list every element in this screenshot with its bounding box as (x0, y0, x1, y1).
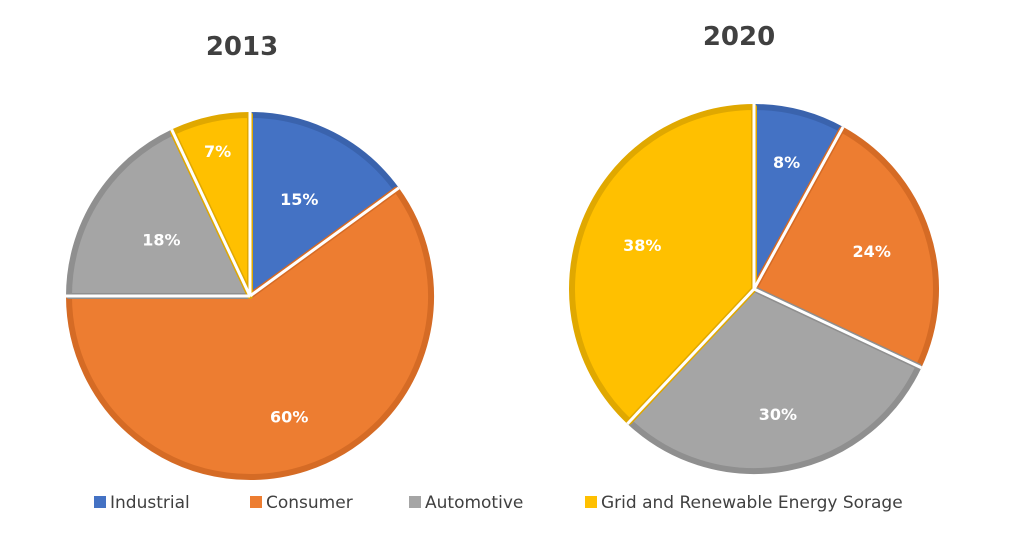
pie-slice-2020-grid-and-renewable-energy-sorage (569, 104, 757, 425)
pie-slice-2013-automotive (66, 129, 253, 299)
legend-item-grid-renewable: Grid and Renewable Energy Sorage (585, 493, 903, 513)
legend-label-automotive: Automotive (425, 493, 523, 513)
data-label-2020-industrial: 8% (773, 153, 800, 172)
legend-item-consumer: Consumer (250, 493, 353, 513)
pie-slice-2020-automotive (626, 286, 922, 474)
legend-label-grid-renewable: Grid and Renewable Energy Sorage (601, 493, 903, 513)
chart-title-2020: 2020 (703, 22, 775, 52)
legend-item-automotive: Automotive (409, 493, 523, 513)
data-label-2013-automotive: 18% (142, 231, 180, 250)
data-label-2020-automotive: 30% (759, 405, 797, 424)
data-label-2013-consumer: 60% (270, 408, 308, 427)
slice-separator (626, 287, 756, 425)
legend-label-consumer: Consumer (266, 493, 353, 513)
pie-chart-2020: 8% 24% 30% 38% 2020 (569, 22, 939, 474)
data-label-2020-consumer: 24% (853, 242, 891, 261)
legend-label-industrial: Industrial (110, 493, 190, 513)
slice-separator (752, 126, 845, 290)
slice-separator (170, 128, 252, 297)
pie-slice-2013-consumer (66, 186, 434, 480)
legend-swatch-consumer (250, 496, 262, 508)
legend: Industrial Consumer Automotive Grid and … (94, 493, 903, 513)
legend-item-industrial: Industrial (94, 493, 190, 513)
slice-separator (249, 186, 400, 298)
data-label-2013-industrial: 15% (280, 190, 318, 209)
slice-separator (753, 287, 923, 370)
pie-slice-2013-industrial (247, 112, 400, 299)
legend-swatch-grid-renewable (585, 496, 597, 508)
data-label-2013-grid-and-renewable-energy-sorage: 7% (204, 142, 231, 161)
chart-title-2013: 2013 (206, 32, 278, 62)
legend-swatch-industrial (94, 496, 106, 508)
legend-swatch-automotive (409, 496, 421, 508)
data-label-2020-grid-and-renewable-energy-sorage: 38% (623, 236, 661, 255)
pie-chart-2013: 15% 60% 18% 7% 2013 (66, 32, 434, 480)
